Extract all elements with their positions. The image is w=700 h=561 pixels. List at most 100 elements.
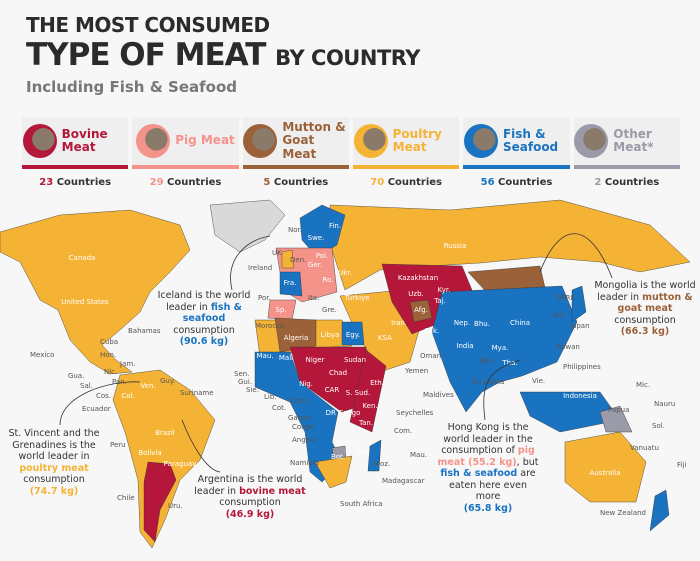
country-label: Sen. [234,370,249,378]
legend-count: 5 Countries [243,177,349,188]
egypt [341,321,365,346]
madagascar [367,439,382,472]
southeast-asia-islands [519,391,621,433]
papua [599,405,633,433]
note-text: consumption [614,314,676,326]
note-highlight: pig meat (55.2 kg) [437,445,535,468]
count-value: 70 [370,177,385,188]
country-label: DPRK [556,294,575,302]
country-label: Ecuador [82,405,111,413]
country-label: Kyr. [438,286,451,294]
country-label: Tha. [501,359,517,367]
legend-count: 23 Countries [22,177,128,188]
east-africa [349,349,387,433]
country-label: Mau. [410,451,427,459]
country-label: Gua. [68,372,84,380]
country-label: South Africa [340,500,383,508]
country-label: CAR [325,386,340,394]
goat-icon [243,124,278,158]
note-highlight: fish & seafood [182,301,242,325]
country-label: Ken. [362,402,377,410]
country-label: Uzb. [408,290,423,298]
greenland [209,199,286,253]
country-label: Ita. [308,294,319,302]
country-label: Papua [608,406,629,414]
note-text: consumption [173,324,235,336]
note-text: , but [516,456,539,468]
legend-label: Other Meat* [613,126,654,154]
country-label: Por. [258,294,271,302]
country-label: Cam. [290,397,308,405]
country-label: Guy. [160,377,175,385]
note-text: consumption [23,474,85,485]
new-zealand [649,489,670,532]
legend-card: Mutton & Goat Meat [242,117,349,169]
country-label: Brazil [155,429,175,437]
country-label: Indonesia [563,392,597,400]
country-label: Bhu. [474,320,490,328]
country-label: Eth. [370,379,384,387]
note-text: Iceland is the world leader in [157,290,251,313]
legend-card: Bovine Meat [22,117,129,169]
note-value: (90.6 kg) [179,336,229,347]
title-main: TYPE OF MEAT [26,37,266,73]
country-label: Sudan [344,356,366,364]
legend-item: Other Meat* 2 Countries [573,117,680,188]
rabbit-icon [574,124,609,158]
country-label: Swe. [308,234,325,242]
chicken-icon [353,124,388,158]
note-highlight: bovine meat [239,485,306,497]
country-label: Nep. [454,319,470,327]
country-label: Libya [321,331,340,339]
south-america [112,369,216,549]
legend-card: Fish & Seafood [463,117,570,169]
country-label: Nauru [654,400,675,408]
country-label: Ro. [323,276,334,284]
count-value: 56 [480,177,495,188]
country-label: Gre. [322,306,337,314]
argentina-note: Argentina is the world leader in bovine … [188,474,312,520]
count-value: 2 [594,177,602,188]
country-label: Australia [590,469,621,477]
note-highlight: poultry meat [19,462,89,474]
legend-label: Poultry Meat [392,126,442,154]
title-line-1: THE MOST CONSUMED [26,13,270,37]
country-label: Taj. [433,297,446,305]
legend-item: Fish & Seafood 56 Countries [463,117,570,188]
count-suffix: Countries [167,177,222,188]
note-value: (66.3 kg) [620,326,670,337]
country-label: Ban. [480,357,496,365]
algeria [274,317,317,353]
legend-count: 29 Countries [132,177,238,188]
country-label: Cos. [96,392,111,400]
mongolia-note: Mongolia is the world leader in mutton &… [592,280,698,338]
country-label: Nic. [104,368,117,376]
country-label: Col. [121,392,134,400]
north-america [0,209,191,375]
legend-count: 2 Countries [574,177,680,188]
country-label: Yemen [404,367,428,375]
country-label: New Zealand [600,509,646,517]
country-label: Gui. [238,378,252,386]
count-value: 29 [149,177,164,188]
country-label: Pak. [425,327,439,335]
country-label: Den. [290,256,306,264]
country-label: Sp. [275,306,286,314]
world-map: Canada United States Russia Kazakhstan China… [0,199,691,549]
note-value: (65.8 kg) [463,502,513,514]
country-label: Jam. [119,360,135,368]
country-label: Chad [329,369,347,377]
legend-label: Mutton & Goat Meat [282,119,346,161]
country-label: Chile [117,494,135,502]
country-label: Bahamas [128,327,161,335]
country-label: Sol. [652,422,665,430]
country-label: Vanuatu [630,444,659,452]
country-label: Bot. [331,453,345,461]
legend-count: 70 Countries [353,177,459,188]
country-label: Egy. [346,331,360,339]
country-label: Ger. [308,261,322,269]
australia [564,431,647,503]
afghanistan [409,299,433,323]
note-text: consumption [219,497,281,508]
country-label: Russia [444,242,467,250]
